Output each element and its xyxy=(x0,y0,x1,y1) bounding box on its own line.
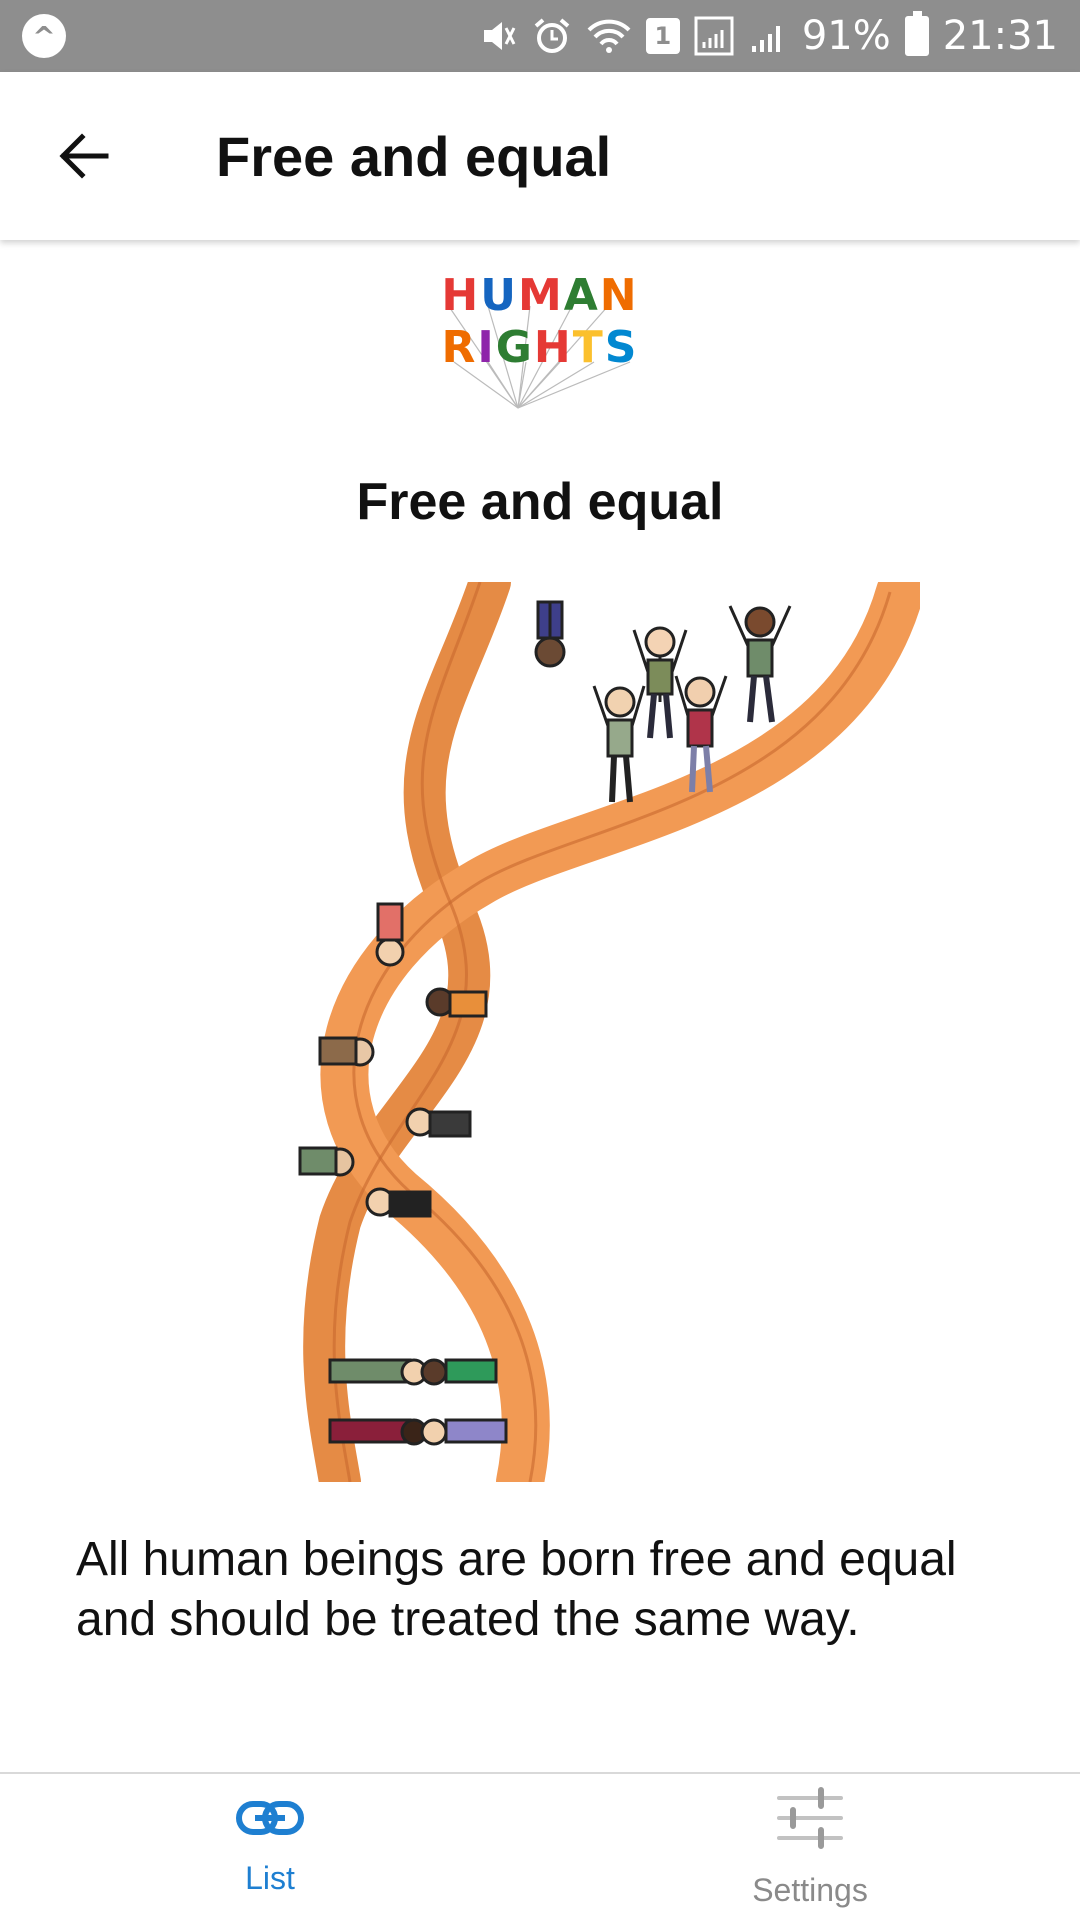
nav-label-list: List xyxy=(245,1859,295,1896)
alarm-icon xyxy=(534,18,570,53)
wifi-icon xyxy=(587,19,631,53)
logo-letter: S xyxy=(604,322,639,373)
page-title: Free and equal xyxy=(216,124,612,188)
bottom-navigation: List Settings xyxy=(0,1772,1080,1920)
back-button[interactable] xyxy=(24,96,144,216)
battery-percentage: 91% xyxy=(801,13,891,59)
arrow-left-icon xyxy=(59,133,109,179)
link-icon xyxy=(236,1800,304,1835)
logo-letter: H xyxy=(441,270,481,321)
logo-letter: A xyxy=(563,270,600,321)
article-heading: Free and equal xyxy=(356,473,724,531)
logo-letter: U xyxy=(480,270,518,321)
logo-letter: H xyxy=(533,322,573,373)
app-bar: Free and equal xyxy=(0,72,1080,240)
logo-letter: T xyxy=(572,322,605,373)
logo-letter: M xyxy=(517,270,564,321)
status-bar: ^ 1 91% 21:31 xyxy=(0,0,1080,72)
dna-people-illustration xyxy=(298,582,920,1482)
nav-item-settings[interactable]: Settings xyxy=(540,1774,1080,1920)
logo-letter: N xyxy=(599,270,639,321)
clock: 21:31 xyxy=(942,13,1058,59)
signal-icon xyxy=(694,16,734,56)
nav-label-settings: Settings xyxy=(752,1871,868,1908)
logo-letter: G xyxy=(495,322,534,373)
logo-letter: R xyxy=(441,322,478,373)
article-body-text: All human beings are born free and equal… xyxy=(76,1533,957,1646)
nav-item-list[interactable]: List xyxy=(0,1774,540,1920)
sim-icon: 1 xyxy=(645,18,680,54)
signal-strength-icon xyxy=(751,26,780,52)
logo-letter: I xyxy=(477,322,496,373)
sliders-icon xyxy=(777,1786,843,1849)
mute-icon xyxy=(483,22,516,50)
battery-icon xyxy=(904,11,929,56)
app-notification-icon: ^ xyxy=(22,14,66,58)
